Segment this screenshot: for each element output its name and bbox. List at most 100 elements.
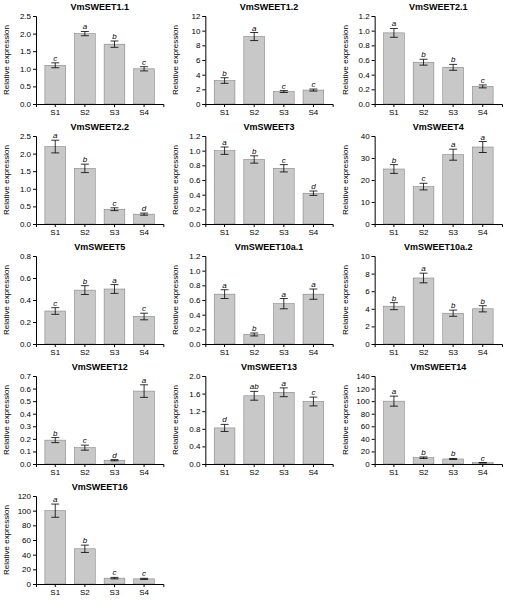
error-bar bbox=[81, 445, 89, 450]
significance-letter: d bbox=[311, 182, 316, 191]
y-tick-label: 1.0 bbox=[189, 267, 201, 276]
y-tick: 0.5 bbox=[20, 397, 36, 406]
y-tick-label: 0.8 bbox=[189, 425, 201, 434]
x-tick-label: S1 bbox=[220, 348, 230, 357]
y-tick: 4 bbox=[365, 305, 374, 314]
y-tick: 0.0 bbox=[189, 340, 205, 349]
y-tick-mark bbox=[372, 344, 375, 345]
error-bar bbox=[390, 303, 398, 310]
x-tick-mark bbox=[313, 104, 314, 107]
y-axis-title: Relative expression bbox=[171, 25, 180, 95]
bar bbox=[74, 34, 95, 104]
x-tick-label: S2 bbox=[80, 468, 90, 477]
bar bbox=[104, 44, 125, 104]
x-tick-label: S1 bbox=[220, 228, 230, 237]
x-tick-label: S3 bbox=[279, 108, 289, 117]
y-tick-mark bbox=[202, 464, 205, 465]
y-axis: 020406080100120 bbox=[18, 492, 37, 589]
panel-title: VmSWEET5 bbox=[74, 242, 125, 252]
bar bbox=[45, 147, 66, 224]
y-tick-label: 1.0 bbox=[189, 147, 201, 156]
x-tick: S4 bbox=[139, 584, 149, 597]
y-tick-label: 1.2 bbox=[189, 132, 201, 141]
y-tick: 0.8 bbox=[359, 41, 375, 50]
bar bbox=[244, 396, 265, 464]
y-axis-line bbox=[33, 497, 37, 585]
x-tick-label: S4 bbox=[478, 108, 488, 117]
y-tick-mark bbox=[372, 158, 375, 159]
y-tick-label: 40 bbox=[361, 435, 370, 444]
x-tick-label: S3 bbox=[110, 348, 120, 357]
y-tick-mark bbox=[33, 584, 36, 585]
y-tick-mark bbox=[33, 206, 36, 207]
x-tick-label: S2 bbox=[80, 228, 90, 237]
y-tick-label: 60 bbox=[22, 536, 31, 545]
y-tick-mark bbox=[372, 256, 375, 257]
x-axis-line bbox=[375, 225, 502, 228]
plot-area bbox=[384, 28, 494, 104]
x-tick-label: S1 bbox=[389, 468, 399, 477]
y-tick-mark bbox=[202, 224, 205, 225]
x-tick: S2 bbox=[249, 104, 259, 117]
y-tick-mark bbox=[202, 60, 205, 61]
significance-letter: c bbox=[142, 58, 146, 67]
significance-letter: b bbox=[83, 277, 88, 286]
significance-letter: c bbox=[481, 454, 485, 463]
y-tick: 10 bbox=[361, 198, 375, 207]
significance-letter: a bbox=[282, 290, 287, 299]
y-tick: 0.4 bbox=[189, 191, 205, 200]
x-tick: S3 bbox=[279, 104, 289, 117]
y-tick-label: 0.0 bbox=[20, 100, 32, 109]
x-tick: S1 bbox=[389, 224, 399, 237]
y-tick-label: 1.0 bbox=[359, 27, 371, 36]
panel-title: VmSWEET10a.2 bbox=[404, 242, 473, 252]
y-tick-label: 0.5 bbox=[20, 82, 32, 91]
y-tick-mark bbox=[372, 202, 375, 203]
y-tick-label: 2.0 bbox=[20, 30, 32, 39]
panel: 010203040S1S2S3S4bcaaVmSWEET4Relative ex… bbox=[341, 122, 503, 237]
y-tick: 2.0 bbox=[189, 372, 205, 381]
y-tick-label: 0.6 bbox=[359, 56, 371, 65]
x-tick: S2 bbox=[80, 224, 90, 237]
y-tick: 0.7 bbox=[20, 372, 36, 381]
x-tick-mark bbox=[114, 224, 115, 227]
y-tick-mark bbox=[33, 69, 36, 70]
x-tick-label: S4 bbox=[139, 228, 149, 237]
x-tick-mark bbox=[393, 224, 394, 227]
y-tick: 1.0 bbox=[189, 267, 205, 276]
significance-letter: b bbox=[222, 69, 227, 78]
y-tick-label: 1.5 bbox=[20, 167, 32, 176]
x-tick-label: S2 bbox=[80, 588, 90, 597]
y-tick: 100 bbox=[356, 397, 374, 406]
panel: 0246810S1S2S3S4babbVmSWEET10a.2Relative … bbox=[341, 242, 503, 357]
bar bbox=[303, 402, 324, 464]
bar bbox=[104, 289, 125, 344]
y-axis-title: Relative expression bbox=[171, 265, 180, 335]
y-tick-label: 0.2 bbox=[20, 318, 32, 327]
y-tick: 10 bbox=[191, 27, 205, 36]
y-axis-line bbox=[202, 137, 206, 225]
panel-title: VmSWEET2.1 bbox=[409, 2, 468, 12]
significance-letter: d bbox=[142, 204, 147, 213]
error-bar bbox=[221, 147, 229, 154]
x-tick-label: S4 bbox=[139, 468, 149, 477]
error-bar bbox=[140, 578, 148, 579]
significance-letter: c bbox=[282, 156, 286, 165]
x-axis-line bbox=[37, 105, 164, 108]
panel: 020406080100120140S1S2S3S4abbcVmSWEET14R… bbox=[341, 362, 503, 477]
panel: 0.00.10.20.30.40.50.60.7S1S2S3S4bcdaVmSW… bbox=[2, 362, 164, 477]
error-bar bbox=[51, 308, 59, 315]
x-axis: S1S2S3S4 bbox=[206, 464, 333, 477]
x-tick: S2 bbox=[419, 104, 429, 117]
y-tick-mark bbox=[202, 285, 205, 286]
y-tick-label: 1.2 bbox=[189, 407, 201, 416]
y-tick-label: 20 bbox=[22, 565, 31, 574]
x-tick-mark bbox=[55, 224, 56, 227]
y-tick: 60 bbox=[22, 536, 36, 545]
y-tick-mark bbox=[372, 451, 375, 452]
significance-letter: a bbox=[392, 19, 397, 28]
panel: 0.00.20.40.60.8S1S2S3S4cbacVmSWEET5Relat… bbox=[2, 242, 164, 357]
plot-area bbox=[214, 289, 324, 344]
x-axis: S1S2S3S4 bbox=[37, 344, 164, 357]
x-tick-mark bbox=[114, 464, 115, 467]
